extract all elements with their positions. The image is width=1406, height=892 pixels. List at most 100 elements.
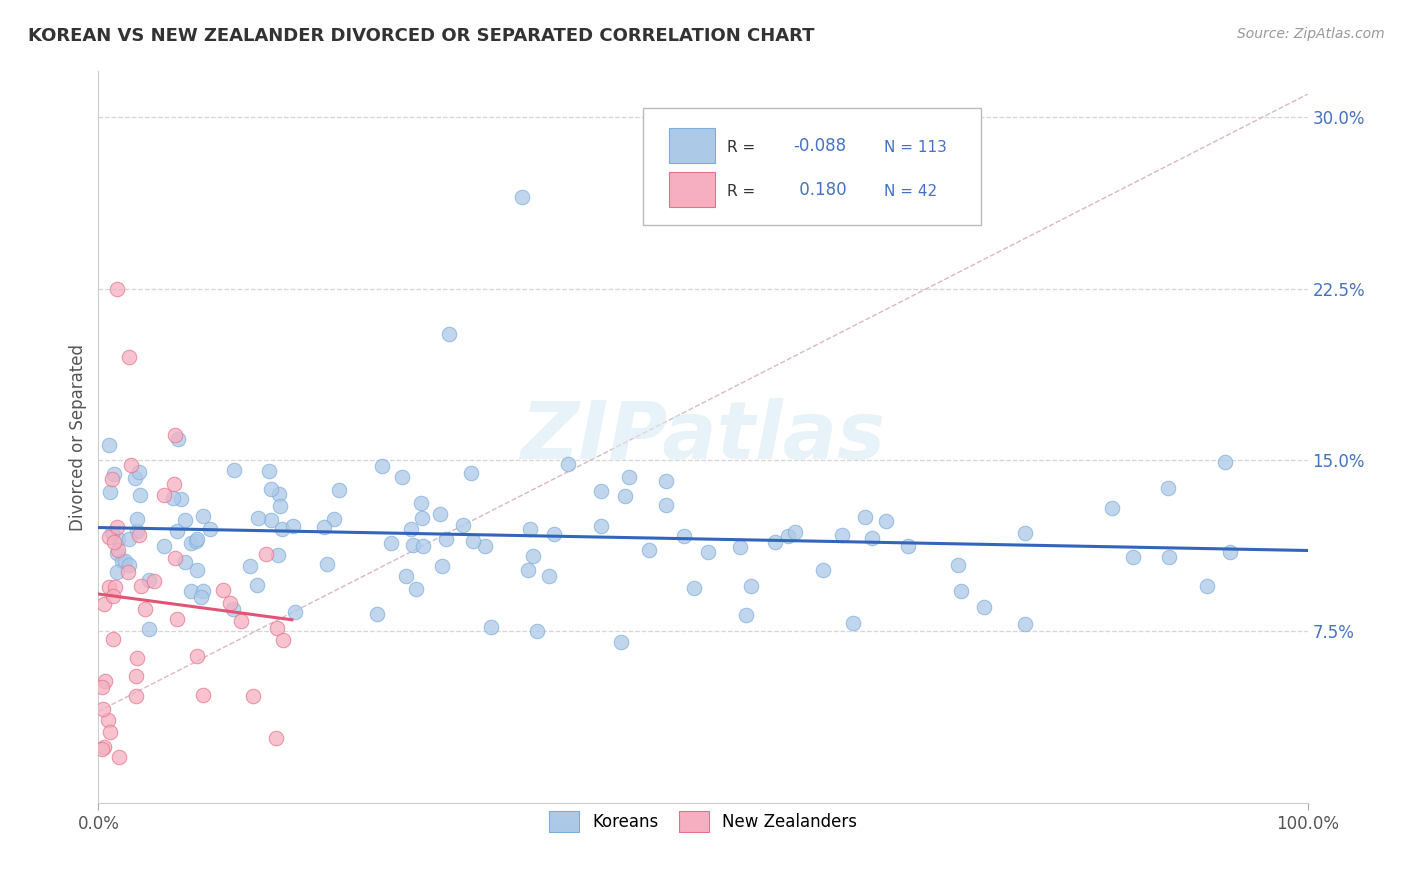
Point <box>266 621 288 635</box>
Point <box>186 563 208 577</box>
Point <box>284 605 307 619</box>
Point <box>111 553 134 567</box>
Point <box>370 459 392 474</box>
Point <box>479 620 502 634</box>
Point <box>328 483 350 498</box>
Point <box>125 512 148 526</box>
Point <box>437 327 460 342</box>
Point <box>813 562 835 576</box>
Point <box>180 584 202 599</box>
Text: R =: R = <box>727 185 761 199</box>
Point <box>120 458 142 472</box>
Point <box>1122 550 1144 565</box>
Point <box>125 689 148 703</box>
Point <box>129 579 152 593</box>
Point <box>218 596 240 610</box>
Point <box>152 488 174 502</box>
Point <box>138 622 160 636</box>
Text: R =: R = <box>727 140 761 155</box>
Point <box>1157 481 1180 495</box>
Point <box>193 688 215 702</box>
Point <box>609 635 631 649</box>
Point <box>97 713 120 727</box>
Point <box>91 680 114 694</box>
Point <box>510 190 533 204</box>
Point <box>267 548 290 562</box>
Text: KOREAN VS NEW ZEALANDER DIVORCED OR SEPARATED CORRELATION CHART: KOREAN VS NEW ZEALANDER DIVORCED OR SEPA… <box>28 27 814 45</box>
Point <box>134 602 156 616</box>
Point <box>735 607 758 622</box>
Point <box>655 474 678 488</box>
Point <box>973 599 995 614</box>
Point <box>517 563 540 577</box>
Legend: Koreans, New Zealanders: Koreans, New Zealanders <box>543 805 863 838</box>
Point <box>260 482 283 496</box>
Point <box>222 463 245 477</box>
Point <box>271 522 294 536</box>
Point <box>128 528 150 542</box>
FancyBboxPatch shape <box>669 171 716 207</box>
Point <box>174 513 197 527</box>
Point <box>101 525 124 540</box>
Point <box>522 549 544 563</box>
Point <box>100 472 122 486</box>
Point <box>399 523 422 537</box>
Point <box>655 499 678 513</box>
Point <box>1014 616 1036 631</box>
Point <box>460 466 482 480</box>
Point <box>461 533 484 548</box>
Point <box>1197 578 1219 592</box>
Point <box>125 651 148 665</box>
Text: N = 113: N = 113 <box>884 140 948 155</box>
Point <box>434 532 457 546</box>
Point <box>589 483 612 498</box>
Point <box>125 524 148 538</box>
Point <box>855 510 877 524</box>
Point <box>271 632 294 647</box>
Point <box>222 602 245 616</box>
Point <box>191 508 214 523</box>
Point <box>269 499 291 513</box>
Point <box>186 648 208 663</box>
Point <box>246 577 269 591</box>
Point <box>170 492 193 507</box>
Point <box>314 519 336 533</box>
Point <box>93 740 115 755</box>
Point <box>118 350 141 364</box>
Point <box>107 542 129 557</box>
Point <box>174 556 197 570</box>
Point <box>391 470 413 484</box>
Point <box>211 583 233 598</box>
Point <box>246 510 269 524</box>
Point <box>105 565 128 579</box>
Point <box>118 532 141 546</box>
Point <box>101 632 124 647</box>
Point <box>186 532 208 546</box>
Point <box>474 539 496 553</box>
Point <box>98 484 121 499</box>
Point <box>98 724 121 739</box>
Point <box>411 495 433 509</box>
Point <box>412 539 434 553</box>
Point <box>451 518 474 533</box>
Point <box>1213 454 1236 468</box>
Point <box>402 538 425 552</box>
Point <box>322 512 344 526</box>
Point <box>896 540 918 554</box>
Point <box>785 525 807 540</box>
Point <box>831 528 853 542</box>
Point <box>1101 501 1123 516</box>
Point <box>429 508 451 522</box>
Point <box>537 568 560 582</box>
Point <box>190 590 212 604</box>
Point <box>842 615 865 630</box>
Point <box>166 612 188 626</box>
Point <box>860 531 883 545</box>
Point <box>543 527 565 541</box>
Point <box>97 438 120 452</box>
Point <box>614 490 637 504</box>
Point <box>118 558 141 573</box>
Point <box>697 545 720 559</box>
Point <box>316 558 339 572</box>
Point <box>264 731 287 745</box>
